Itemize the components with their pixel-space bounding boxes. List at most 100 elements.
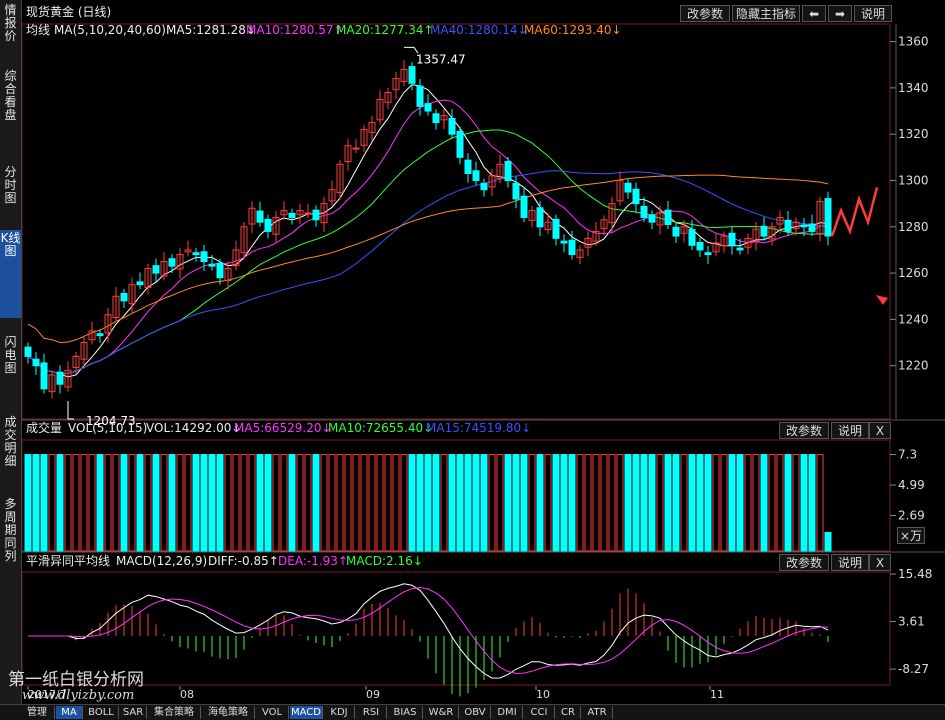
candle-body bbox=[744, 237, 752, 248]
sidebar-item-4[interactable]: 闪电图 bbox=[4, 335, 17, 375]
high-label: 1357.47 bbox=[416, 52, 466, 66]
volume-bar bbox=[600, 454, 608, 552]
volume-bar bbox=[528, 454, 536, 552]
volume-bar bbox=[688, 454, 696, 552]
change-params-button[interactable]: 改参数 bbox=[680, 5, 730, 22]
page-title: 现货黄金 (日线) bbox=[26, 4, 111, 19]
volume-bar bbox=[464, 454, 472, 552]
macd-close-button[interactable]: X bbox=[869, 554, 891, 571]
macd-panel-frame bbox=[22, 571, 891, 686]
volume-bar bbox=[272, 454, 280, 552]
prev-button[interactable]: ⬅ bbox=[802, 5, 826, 22]
macd-value: MACD:2.16↓ bbox=[346, 554, 423, 568]
candle-body bbox=[648, 214, 656, 223]
ma20-value: MA20:1277.34↑ bbox=[336, 23, 434, 37]
tab-vol[interactable]: VOL bbox=[256, 706, 289, 719]
tab-bias[interactable]: BIAS bbox=[388, 706, 423, 719]
candle-body bbox=[600, 219, 608, 230]
help-button[interactable]: 说明 bbox=[854, 5, 892, 22]
candle-body bbox=[320, 203, 328, 224]
next-button[interactable]: ➡ bbox=[828, 5, 852, 22]
chart-area: 1220 1240 1260 1280 1300 1320 1340 1360 2.69 4.99… bbox=[22, 4, 945, 701]
candle-body bbox=[656, 212, 664, 226]
candle-body bbox=[672, 226, 680, 237]
volume-bar bbox=[776, 454, 784, 552]
macd-help-button[interactable]: 说明 bbox=[831, 554, 869, 571]
volume-bar bbox=[680, 454, 688, 552]
candle-body bbox=[368, 122, 376, 133]
volume-bar bbox=[432, 454, 440, 552]
tab-cci[interactable]: CCI bbox=[524, 706, 555, 719]
tab-atr[interactable]: ATR bbox=[582, 706, 613, 719]
tab-obv[interactable]: OBV bbox=[460, 706, 491, 719]
sidebar-item-1[interactable]: 综合看盘 bbox=[4, 69, 17, 122]
price-tick-label: 1320 bbox=[898, 127, 929, 141]
candle-body bbox=[776, 217, 784, 225]
sidebar-item-5[interactable]: 成交明细 bbox=[4, 415, 17, 468]
volume-bar bbox=[792, 454, 800, 552]
candle-body bbox=[584, 237, 592, 248]
candle-body bbox=[504, 161, 512, 181]
high-marker bbox=[404, 46, 419, 54]
vol-help-button[interactable]: 说明 bbox=[831, 422, 869, 439]
tab--[interactable]: 管理 bbox=[20, 706, 55, 719]
price-tick-label: 1360 bbox=[898, 35, 929, 49]
candle-body bbox=[304, 212, 312, 215]
volume-bar bbox=[224, 454, 232, 552]
volume-bar bbox=[280, 454, 288, 552]
candle-body bbox=[408, 66, 416, 84]
tab-boll[interactable]: BOLL bbox=[84, 706, 119, 719]
macd-tick-label: -8.27 bbox=[898, 662, 929, 676]
candle-body bbox=[344, 145, 352, 163]
candle-body bbox=[56, 371, 64, 385]
tab-w-r[interactable]: W&R bbox=[424, 706, 459, 719]
hide-indicators-button[interactable]: 隐藏主指标 bbox=[732, 5, 800, 22]
tab--[interactable]: 集合策略 bbox=[148, 706, 201, 719]
macd-change-params-button[interactable]: 改参数 bbox=[779, 554, 829, 571]
unit-button[interactable]: ×万 bbox=[897, 527, 925, 544]
tab-rsi[interactable]: RSI bbox=[356, 706, 387, 719]
sidebar-item-0[interactable]: 情报价 bbox=[4, 3, 17, 43]
volume-bar bbox=[656, 454, 664, 552]
volume-bar bbox=[408, 454, 416, 552]
vol-change-params-button[interactable]: 改参数 bbox=[779, 422, 829, 439]
sidebar-item-2[interactable]: 分时图 bbox=[4, 165, 17, 205]
volume-bar bbox=[664, 454, 672, 552]
volume-bar bbox=[80, 454, 88, 552]
tab-macd[interactable]: MACD bbox=[290, 706, 323, 719]
tab-sar[interactable]: SAR bbox=[120, 706, 147, 719]
candle-body bbox=[64, 369, 72, 388]
volume-bar bbox=[136, 454, 144, 552]
volume-bar bbox=[424, 454, 432, 552]
candle-body bbox=[176, 254, 184, 270]
volume-bar bbox=[32, 454, 40, 552]
candle-body bbox=[384, 92, 392, 103]
sidebar-item-6[interactable]: 多周期同列 bbox=[4, 497, 17, 563]
tab--[interactable]: 海龟策略 bbox=[202, 706, 255, 719]
candle-body bbox=[704, 252, 712, 256]
volume-bar bbox=[720, 454, 728, 552]
projection-line bbox=[830, 187, 879, 237]
volume-bar bbox=[784, 454, 792, 552]
volume-bar bbox=[440, 454, 448, 552]
sidebar-item-3[interactable]: K线图 bbox=[0, 230, 21, 318]
candle-body bbox=[448, 117, 456, 135]
volume-bar bbox=[56, 454, 64, 552]
volume-bar bbox=[608, 454, 616, 552]
tab-dmi[interactable]: DMI bbox=[492, 706, 523, 719]
macd-tick-label: 15.48 bbox=[898, 567, 932, 581]
candle-body bbox=[712, 242, 720, 253]
tab-ma[interactable]: MA bbox=[56, 706, 83, 719]
vol-close-button[interactable]: X bbox=[869, 422, 891, 439]
volume-bar bbox=[728, 454, 736, 552]
volume-bar bbox=[88, 454, 96, 552]
volume-bar bbox=[328, 454, 336, 552]
candle-body bbox=[400, 68, 408, 82]
tab-cr[interactable]: CR bbox=[556, 706, 581, 719]
ma40-value: MA40:1280.14↓ bbox=[430, 23, 528, 37]
candle-body bbox=[136, 281, 144, 286]
candle-body bbox=[80, 342, 88, 360]
tab-kdj[interactable]: KDJ bbox=[324, 706, 355, 719]
vol-tick-label: 2.69 bbox=[898, 508, 925, 522]
volume-bar bbox=[344, 454, 352, 552]
